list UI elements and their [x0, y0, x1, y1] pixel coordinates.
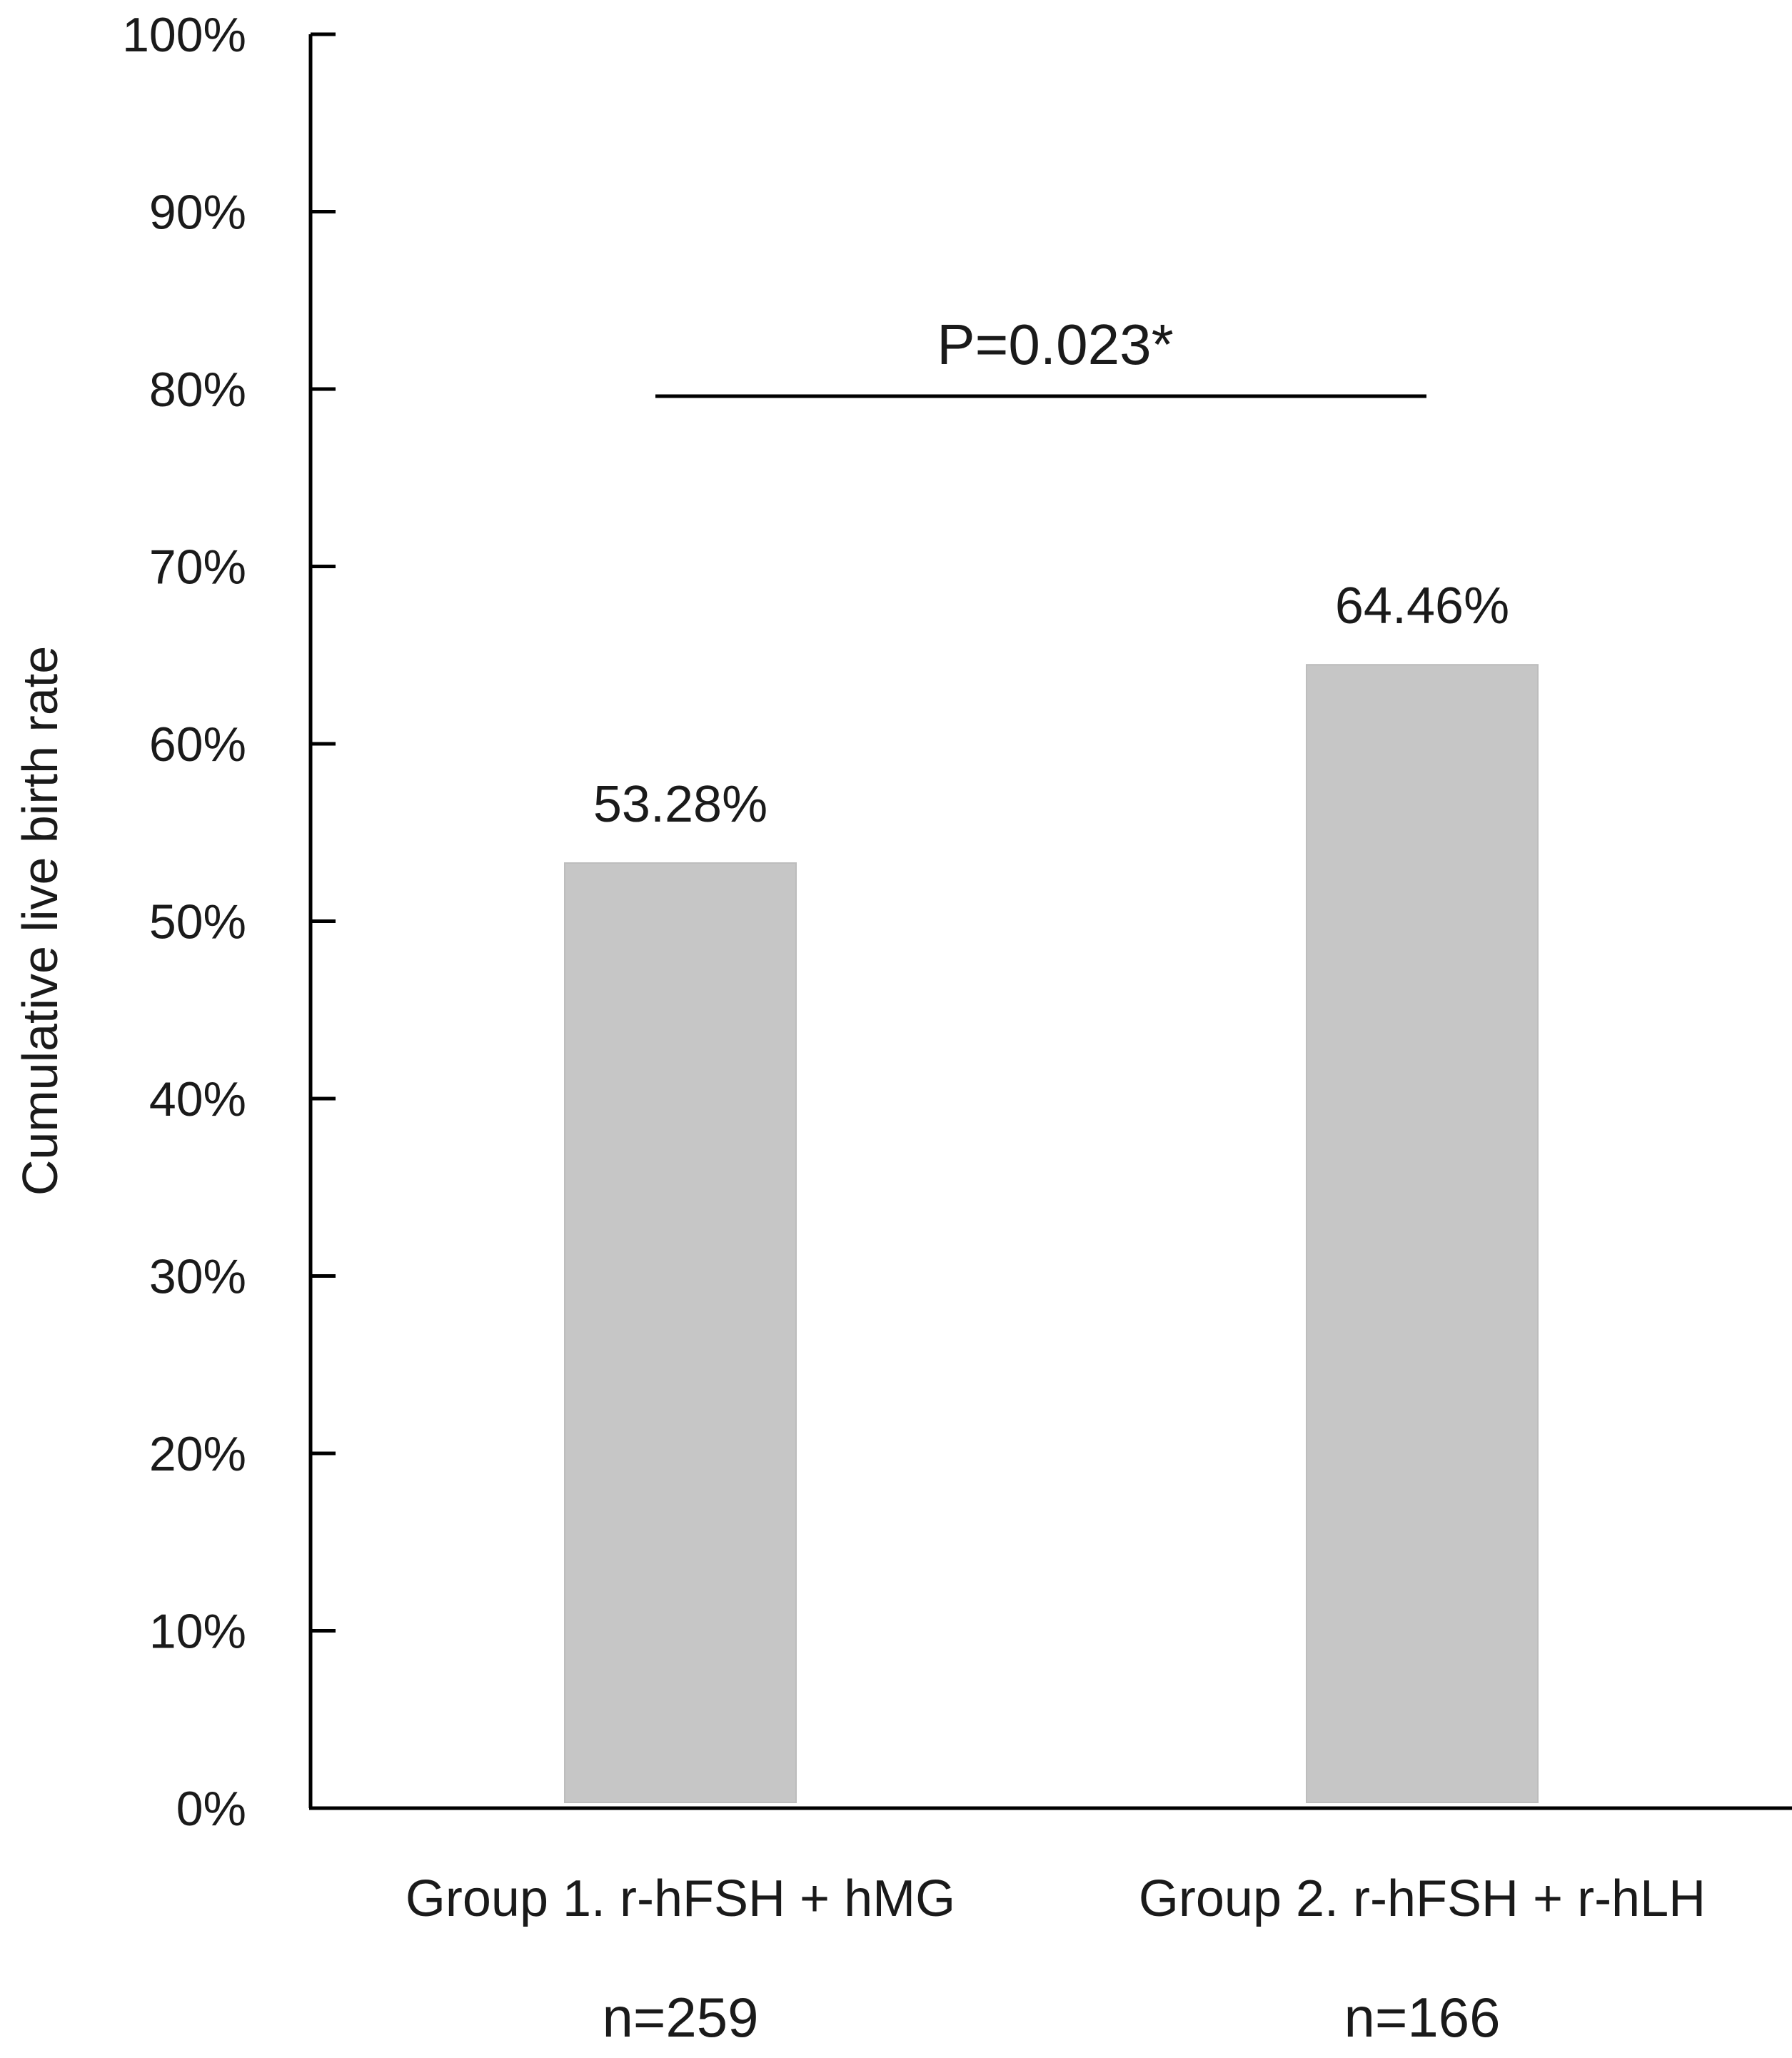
y-tick-label: 40%: [149, 1072, 246, 1126]
significance-label: P=0.023*: [937, 313, 1173, 376]
axes: [308, 32, 1792, 1810]
y-tick-label: 30%: [149, 1250, 246, 1304]
y-tick-label: 20%: [149, 1427, 246, 1481]
y-axis-title: Cumulative live birth rate: [12, 646, 68, 1196]
labels: 0% 10% 20% 30% 40% 50% 60% 70% 80% 90% 100% 53.28% G…: [122, 8, 1706, 2049]
y-tick-label: 50%: [149, 895, 246, 949]
sample-size-label: n=259: [602, 1986, 758, 2049]
y-tick-label: 100%: [122, 8, 246, 62]
x-tick-label: Group 2. r-hFSH + r-hLH: [1139, 1870, 1706, 1927]
y-tick-label: 60%: [149, 717, 246, 772]
y-tick-label: 70%: [149, 540, 246, 595]
y-tick-label: 90%: [149, 186, 246, 240]
bars: [564, 664, 1539, 1804]
x-tick-label: Group 1. r-hFSH + hMG: [406, 1870, 955, 1927]
y-tick-label: 10%: [149, 1605, 246, 1659]
y-tick-label: 80%: [149, 363, 246, 417]
sample-size-label: n=166: [1344, 1986, 1500, 2049]
bar: [1306, 664, 1539, 1804]
data-label: 53.28%: [593, 776, 767, 833]
bar: [564, 862, 797, 1803]
y-tick-label: 0%: [176, 1782, 246, 1836]
data-label: 64.46%: [1335, 577, 1509, 635]
